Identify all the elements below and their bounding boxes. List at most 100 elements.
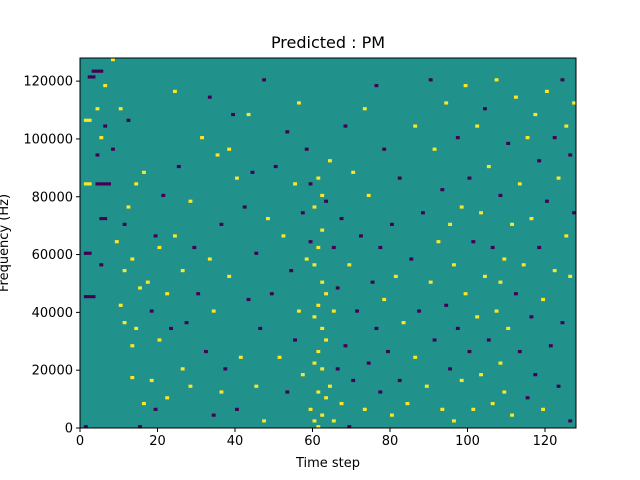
heatmap-cell (281, 234, 286, 238)
heatmap-cell (560, 321, 565, 325)
heatmap-cell (366, 361, 371, 365)
heatmap-cell (215, 153, 220, 157)
heatmap-cell (235, 176, 239, 180)
y-axis-title: Frequency (Hz) (0, 194, 12, 292)
heatmap-cell (184, 321, 189, 325)
heatmap-cell (448, 222, 452, 226)
heatmap-cell (374, 84, 379, 88)
heatmap-cell (475, 315, 480, 319)
heatmap-cell (130, 375, 135, 380)
x-axis: 0 20 40 60 80 100 120 (76, 428, 557, 449)
heatmap-cell (498, 193, 503, 198)
heatmap-cell (219, 390, 224, 394)
heatmap-cell (471, 407, 476, 411)
heatmap-cell (211, 309, 216, 313)
heatmap-cell (324, 292, 328, 296)
heatmap-cells (83, 58, 576, 429)
heatmap-cell (320, 280, 325, 284)
heatmap-cell (405, 401, 410, 406)
heatmap-cell (192, 245, 197, 250)
heatmap-cell (95, 107, 100, 111)
heatmap-cell (479, 211, 483, 215)
heatmap-cell (157, 245, 162, 250)
heatmap-cell (556, 384, 561, 388)
heatmap-cell (246, 297, 251, 302)
heatmap-cell (548, 344, 553, 348)
heatmap-cell (227, 274, 232, 278)
heatmap-cell (312, 361, 317, 365)
heatmap-cell (359, 234, 363, 238)
heatmap-cell (486, 338, 491, 342)
heatmap-cell (467, 349, 472, 354)
heatmap-cell (103, 84, 108, 88)
y-axis: 0 20000 40000 60000 80000 100000 120000 (23, 75, 80, 437)
heatmap-cell (552, 136, 557, 140)
heatmap-cell (382, 297, 387, 302)
heatmap-cell (463, 84, 468, 88)
heatmap-cell (180, 269, 185, 273)
heatmap-cell (316, 425, 321, 429)
heatmap-cell (176, 164, 181, 169)
plot-frame (79, 57, 577, 429)
heatmap-cell (83, 295, 96, 299)
heatmap-cell (335, 286, 340, 290)
heatmap-cell (207, 95, 212, 99)
heatmap-cell (238, 355, 243, 359)
heatmap-cell (235, 407, 239, 411)
heatmap-cell (502, 390, 507, 394)
heatmap-cell (490, 401, 495, 406)
heatmap-cell (188, 384, 193, 388)
heatmap-cell (316, 303, 321, 307)
heatmap-cell (494, 78, 499, 82)
heatmap-cell (320, 228, 325, 232)
heatmap-cell (510, 413, 514, 417)
heatmap-cell (211, 413, 216, 417)
heatmap-cell (316, 245, 321, 250)
heatmap-cell (122, 321, 127, 325)
heatmap-cell (382, 147, 387, 151)
heatmap-cell (413, 124, 418, 128)
heatmap-cell (157, 338, 162, 342)
heatmap-cell (149, 309, 154, 313)
heatmap-cell (219, 222, 224, 226)
heatmap-cell (452, 263, 456, 267)
heatmap-cell (145, 280, 150, 284)
heatmap-cell (277, 355, 282, 359)
heatmap-cell (498, 361, 503, 365)
y-tick-label: 40000 (32, 306, 73, 321)
heatmap-cell (347, 425, 352, 429)
heatmap-cell (521, 263, 526, 267)
heatmap-cell (517, 349, 522, 354)
heatmap-cell (138, 425, 142, 429)
heatmap-cell (196, 292, 201, 296)
chart-title: Predicted : PM (271, 33, 385, 52)
heatmap-cell (459, 205, 464, 209)
heatmap-cell (262, 78, 266, 82)
heatmap-cell (200, 136, 204, 140)
heatmap-cell (118, 303, 123, 307)
heatmap-cell (362, 407, 367, 411)
heatmap-cell (103, 124, 108, 128)
heatmap-cell (514, 95, 518, 99)
heatmap-cell (339, 216, 344, 221)
heatmap-cell (428, 78, 433, 82)
heatmap-cell (91, 69, 104, 73)
heatmap-cell (320, 413, 325, 417)
heatmap-cell (471, 240, 476, 244)
heatmap-cell (374, 326, 379, 331)
heatmap-cell (366, 193, 371, 198)
heatmap-cell (297, 309, 301, 313)
heatmap-cell (142, 170, 146, 174)
heatmap-cell (180, 367, 185, 371)
heatmap-cell (572, 101, 576, 105)
heatmap-cell (254, 251, 259, 255)
heatmap-cell (475, 124, 480, 128)
heatmap-cell (83, 182, 92, 186)
heatmap-cell (134, 326, 139, 331)
heatmap-cell (510, 222, 514, 226)
heatmap-cell (320, 326, 325, 331)
heatmap-cell (111, 147, 115, 151)
heatmap-cell (541, 297, 545, 302)
heatmap-cell (173, 234, 177, 238)
heatmap-cell (114, 240, 119, 244)
